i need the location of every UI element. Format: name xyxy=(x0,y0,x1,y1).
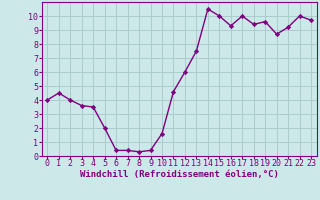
X-axis label: Windchill (Refroidissement éolien,°C): Windchill (Refroidissement éolien,°C) xyxy=(80,170,279,179)
